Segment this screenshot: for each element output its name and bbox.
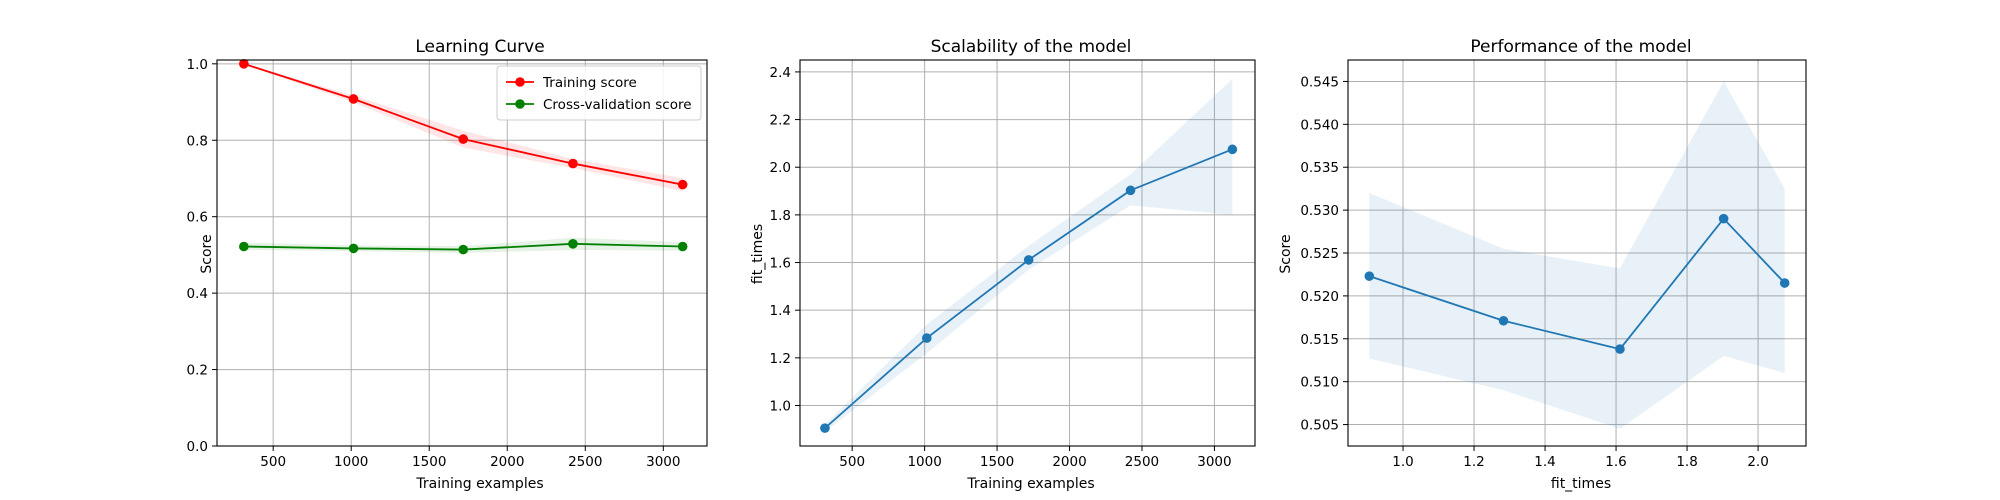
axes-frame [216, 59, 708, 447]
x-tick-label: 1.4 [1534, 454, 1555, 470]
y-tick-label: 0.545 [1300, 74, 1339, 90]
confidence-band [1369, 81, 1785, 429]
grid [1348, 60, 1806, 446]
y-tick-label: 1.2 [770, 351, 791, 367]
x-tick-label: 1.8 [1676, 454, 1697, 470]
x-tick-label: 1000 [334, 454, 368, 470]
y-axis-label: Score [199, 234, 215, 273]
y-tick-label: 0.535 [1300, 160, 1339, 176]
y-tick-label: 0.2 [187, 363, 208, 379]
legend: Training score Cross-validation score [496, 65, 702, 121]
y-tick-label: 2.2 [770, 113, 791, 129]
data-point [1498, 315, 1509, 326]
data-point [458, 244, 469, 255]
grid [217, 60, 707, 447]
y-tick-label: 0.6 [187, 210, 208, 226]
x-axis-label: Training examples [415, 476, 543, 492]
y-axis-label: Score [1278, 234, 1294, 273]
data-point [1718, 213, 1729, 224]
data-point [1227, 144, 1238, 155]
x-tick-label: 500 [260, 454, 286, 470]
x-tick-label: 1500 [980, 454, 1014, 470]
y-tick-label: 1.6 [770, 256, 791, 272]
chart-title: Scalability of the model [931, 37, 1132, 57]
legend-label: Training score [542, 75, 637, 91]
data-point [458, 134, 469, 144]
x-tick-label: 2500 [1125, 454, 1159, 470]
data-point [568, 239, 578, 249]
data-point [1023, 255, 1034, 265]
chart-title: Performance of the model [1470, 37, 1691, 57]
y-tick-label: 2.4 [770, 65, 791, 81]
y-axis-label: fit_times [750, 224, 766, 284]
data-point [348, 243, 359, 254]
scalability-panel: Scalability of the model Training exampl… [750, 37, 1256, 492]
legend-label: Cross-validation score [543, 97, 692, 113]
learning-curve-panel: Learning Curve Training examples Score 5… [187, 37, 708, 492]
data-point [1615, 344, 1625, 354]
x-axis-label: fit_times [1551, 476, 1611, 492]
data-point [1779, 278, 1790, 288]
x-tick-label: 2.0 [1747, 454, 1768, 470]
x-tick-label: 1.6 [1605, 454, 1626, 470]
y-tick-label: 1.0 [770, 398, 791, 414]
data-point [1125, 185, 1136, 196]
y-tick-label: 0.515 [1300, 332, 1339, 348]
data-point [1364, 271, 1375, 281]
x-tick-label: 1500 [412, 454, 446, 470]
grid [800, 60, 1255, 446]
y-tick-label: 0.510 [1300, 375, 1339, 391]
x-tick-label: 3000 [1197, 454, 1231, 470]
y-tick-label: 1.4 [770, 303, 791, 319]
x-tick-label: 1000 [907, 454, 941, 470]
x-tick-label: 1.2 [1463, 454, 1484, 470]
y-tick-label: 0.525 [1300, 246, 1339, 262]
data-point [348, 94, 359, 104]
y-tick-label: 0.8 [187, 133, 208, 149]
y-tick-label: 0.530 [1300, 203, 1339, 219]
y-tick-label: 0.540 [1300, 117, 1339, 133]
performance-panel: Performance of the model fit_times Score… [1278, 37, 1807, 492]
x-tick-label: 2500 [568, 454, 602, 470]
y-tick-label: 0.505 [1300, 418, 1339, 434]
data-point [677, 241, 688, 252]
legend-box [496, 65, 702, 121]
y-tick-label: 0.520 [1300, 289, 1339, 305]
chart-title: Learning Curve [415, 37, 544, 57]
x-tick-label: 1.0 [1392, 454, 1413, 470]
x-tick-label: 2000 [490, 454, 524, 470]
y-tick-label: 2.0 [770, 160, 791, 176]
y-tick-label: 1.0 [187, 57, 208, 73]
axes-frame [799, 59, 1256, 447]
x-axis-label: Training examples [966, 476, 1094, 492]
x-tick-label: 500 [839, 454, 865, 470]
y-tick-label: 1.8 [770, 208, 791, 224]
legend-swatch-marker [515, 99, 525, 109]
data-point [239, 241, 249, 252]
data-point [921, 333, 932, 343]
y-tick-label: 0.0 [187, 439, 208, 455]
data-point [568, 158, 578, 169]
x-tick-label: 3000 [646, 454, 680, 470]
data-point [820, 423, 830, 433]
data-point [239, 59, 249, 69]
legend-swatch-marker [515, 77, 525, 87]
data-point [677, 179, 688, 190]
y-tick-label: 0.4 [187, 286, 208, 302]
x-tick-label: 2000 [1052, 454, 1086, 470]
